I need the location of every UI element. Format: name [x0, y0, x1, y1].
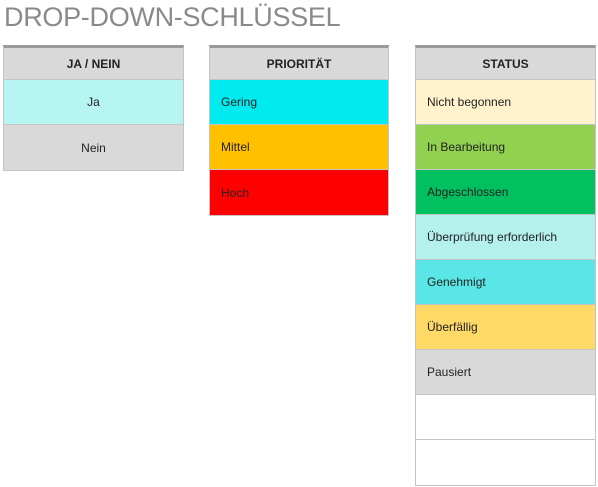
status-row-pausiert[interactable]: Pausiert: [416, 350, 595, 395]
status-row-empty[interactable]: [416, 395, 595, 440]
yes-no-header: JA / NEIN: [4, 48, 183, 80]
priority-key-table: PRIORITÄT Gering Mittel Hoch: [209, 45, 389, 216]
status-row-abgeschlossen[interactable]: Abgeschlossen: [416, 170, 595, 215]
yes-no-row-ja[interactable]: Ja: [4, 80, 183, 125]
status-row-in-bearbeitung[interactable]: In Bearbeitung: [416, 125, 595, 170]
page-title: DROP-DOWN-SCHLÜSSEL: [4, 2, 341, 32]
yes-no-key-table: JA / NEIN Ja Nein: [3, 45, 184, 171]
status-header: STATUS: [416, 48, 595, 80]
yes-no-row-nein[interactable]: Nein: [4, 125, 183, 170]
status-row-ueberpruefung[interactable]: Überprüfung erforderlich: [416, 215, 595, 260]
status-row-nicht-begonnen[interactable]: Nicht begonnen: [416, 80, 595, 125]
status-key-table: STATUS Nicht begonnen In Bearbeitung Abg…: [415, 45, 596, 486]
priority-header: PRIORITÄT: [210, 48, 388, 80]
priority-row-hoch[interactable]: Hoch: [210, 170, 388, 215]
status-row-empty[interactable]: [416, 440, 595, 485]
status-row-ueberfaellig[interactable]: Überfällig: [416, 305, 595, 350]
priority-row-gering[interactable]: Gering: [210, 80, 388, 125]
status-row-genehmigt[interactable]: Genehmigt: [416, 260, 595, 305]
priority-row-mittel[interactable]: Mittel: [210, 125, 388, 170]
